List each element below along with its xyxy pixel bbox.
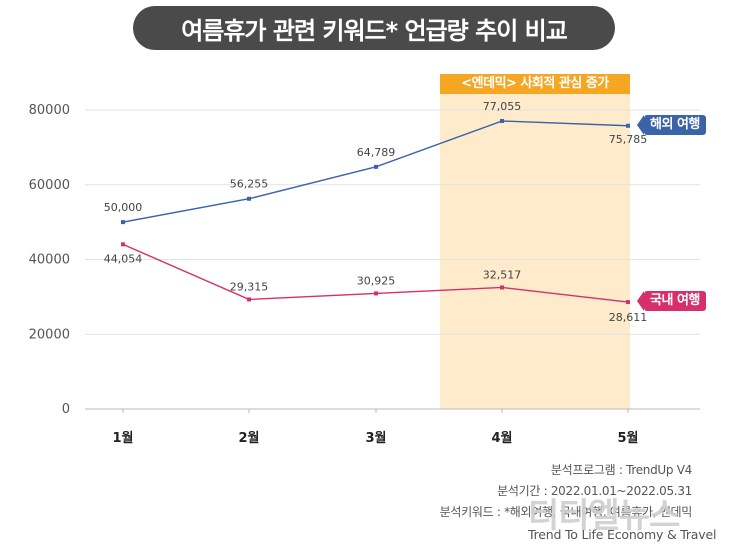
gridlines [85,109,700,410]
data-label: 50,000 [104,201,143,214]
data-labels: 50,000 56,255 64,789 77,055 75,785 44,054 29,3… [104,100,648,324]
series-tag-domestic-arrow [637,291,644,312]
watermark-tagline: Trend To Life Economy & Travel [528,527,717,542]
data-label: 77,055 [483,100,522,113]
y-tick-label: 40000 [29,253,70,268]
data-label: 28,611 [609,311,648,324]
footer-keywords: 분석키워드 : *해외여행, 국내여행, 여름휴가, 엔데믹 [439,505,693,519]
endemic-highlight-band [440,94,630,409]
footer-program: 분석프로그램 : TrendUp V4 [550,463,692,477]
data-point [247,196,251,201]
data-label: 64,789 [357,146,396,159]
data-point [626,123,630,128]
y-tick-label: 60000 [29,178,70,193]
series-points [121,119,630,305]
series-tag-overseas: 해외 여행 [644,114,706,135]
y-axis-ticks: 0 20000 40000 60000 80000 [29,103,70,417]
data-label: 44,054 [104,252,143,265]
data-point [121,242,125,247]
x-tick-label: 1월 [112,430,133,446]
data-point [626,300,630,305]
watermark-logo: 티티엘뉴스 [528,496,680,536]
data-label: 75,785 [609,133,648,146]
data-label: 32,517 [483,268,522,281]
data-point [374,291,378,296]
x-tick-label: 4월 [491,430,512,446]
data-point [374,164,378,169]
y-tick-label: 0 [62,402,70,417]
data-point [500,119,504,124]
analysis-footer: 분석프로그램 : TrendUp V4 분석기간 : 2022.01.01~20… [439,460,693,523]
x-tick-label: 2월 [238,430,259,446]
data-point [121,220,125,225]
chart-title: 여름휴가 관련 키워드* 언급량 추이 비교 [133,6,615,50]
y-tick-label: 80000 [29,103,70,118]
endemic-band-label: <엔데믹> 사회적 관심 증가 [440,74,630,94]
x-axis-ticks: 1월 2월 3월 4월 5월 [112,409,639,446]
data-point [500,285,504,290]
x-tick-label: 5월 [617,430,638,446]
series-tag-domestic: 국내 여행 [644,291,706,312]
y-tick-label: 20000 [29,327,70,342]
data-label: 56,255 [230,178,269,191]
footer-period: 분석기간 : 2022.01.01~2022.05.31 [497,484,692,498]
data-label: 29,315 [230,280,269,293]
series-tag-overseas-arrow [637,114,644,135]
data-label: 30,925 [357,274,396,287]
x-tick-label: 3월 [365,430,386,446]
data-point [247,297,251,302]
